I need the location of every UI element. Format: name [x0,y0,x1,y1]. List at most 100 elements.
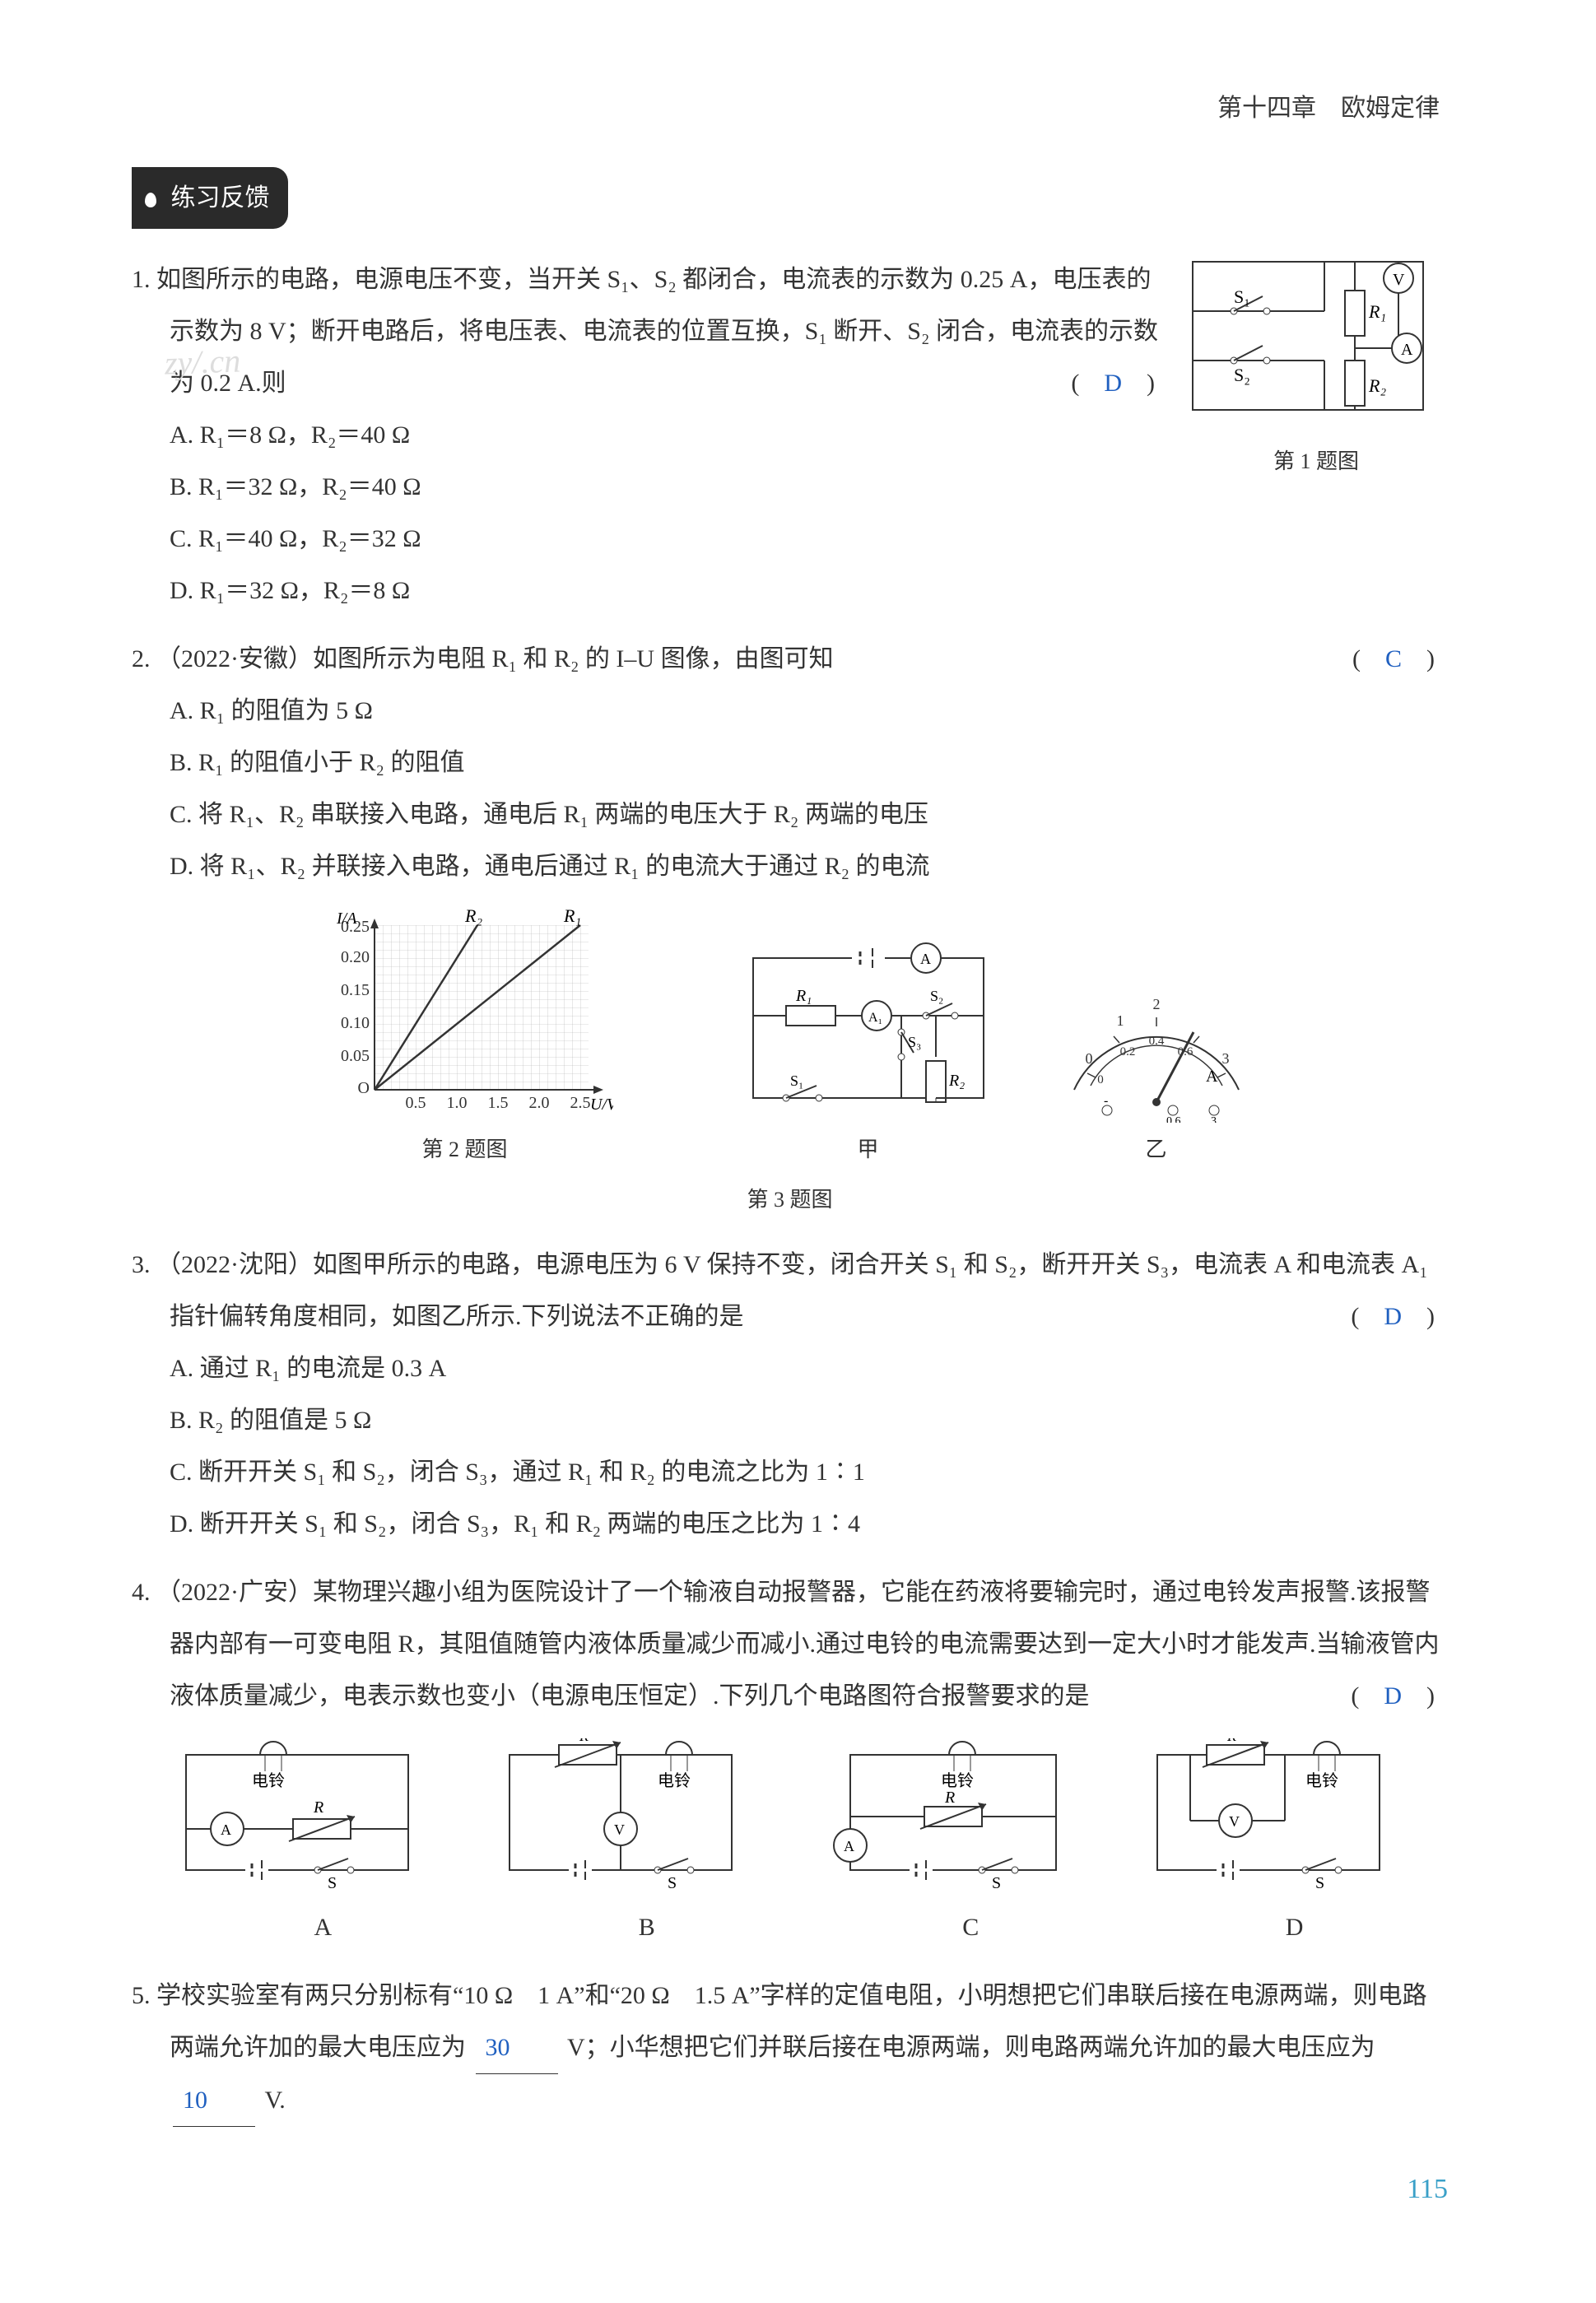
svg-text:R₁: R₁ [1368,301,1386,322]
q2-optD: D. 将 R₁、R₂ 并联接入电路，通电后通过 R₁ 的电流大于通过 R₂ 的电… [170,840,1448,892]
svg-text:电铃: 电铃 [1305,1771,1338,1790]
q1-answer-paren: ( D ) [1109,357,1160,409]
svg-text:A: A [844,1838,854,1854]
q2-optC: C. 将 R₁、R₂ 串联接入电路，通电后 R₁ 两端的电压大于 R₂ 两端的电… [170,789,1448,840]
svg-text:U/V: U/V [590,1096,613,1114]
svg-text:A: A [920,951,931,967]
q2-optA: A. R₁ 的阻值为 5 Ω [170,685,1448,737]
q4-stem: 4. （2022·广安）某物理兴趣小组为医院设计了一个输液自动报警器，它能在药液… [132,1566,1448,1722]
q1-text: 如图所示的电路，电源电压不变，当开关 S₁、S₂ 都闭合，电流表的示数为 0.2… [156,266,1158,397]
q2-answer: C [1385,645,1402,672]
q2-figure: O 0.05 0.10 0.15 0.20 0.25 0.5 1.0 1.5 2… [317,909,613,1173]
svg-text:3: 3 [1211,1115,1217,1123]
q3-sub-jia: 甲 [737,1128,1000,1173]
svg-text:A: A [1401,341,1413,359]
q4-opt-B: R 电铃 V S B [493,1738,800,1953]
svg-text:2.0: 2.0 [528,1094,549,1112]
q2-optB: B. R₁ 的阻值小于 R₂ 的阻值 [170,737,1448,789]
svg-text:0.4: 0.4 [1148,1035,1164,1048]
svg-text:0: 0 [1085,1050,1092,1067]
svg-text:电铃: 电铃 [252,1771,285,1790]
svg-text:I/A: I/A [336,910,357,928]
q3-optC: C. 断开开关 S₁ 和 S₂，闭合 S₃，通过 R₁ 和 R₂ 的电流之比为 … [170,1446,1448,1498]
q2-fig-caption: 第 2 题图 [317,1128,613,1173]
q4-labelB: B [493,1901,800,1953]
svg-text:S: S [1315,1874,1324,1892]
q3-answer-paren: ( D ) [1389,1291,1440,1342]
section-label: 练习反馈 [132,167,288,229]
svg-text:S: S [668,1874,677,1892]
svg-text:A: A [221,1821,231,1838]
svg-text:A: A [1206,1068,1218,1086]
q3-figure: A R₁ A₁ S₂ S₃ [737,942,1263,1173]
svg-text:2: 2 [1152,996,1160,1012]
svg-text:R: R [579,1738,589,1744]
svg-text:0.6: 0.6 [1166,1115,1181,1123]
q3-answer: D [1384,1303,1402,1330]
question-1: zy/.cn S₁ S₂ R₁ R₂ [132,254,1448,616]
svg-text:R: R [944,1789,955,1807]
question-3: 3. （2022·沈阳）如图甲所示的电路，电源电压为 6 V 保持不变，闭合开关… [132,1239,1448,1550]
q5-stem: 5. 学校实验室有两只分别标有“10 Ω 1 A”和“20 Ω 1.5 A”字样… [132,1970,1448,2127]
svg-text:S: S [992,1874,1001,1892]
svg-text:1.0: 1.0 [446,1094,467,1112]
svg-text:V: V [1393,271,1405,289]
q4-labelD: D [1141,1901,1448,1953]
svg-text:R: R [313,1798,323,1817]
chapter-header: 第十四章 欧姆定律 [132,82,1448,134]
q5-num: 5. [132,1982,151,2009]
svg-text:S₂: S₂ [930,988,943,1004]
q5-text-3: V. [265,2087,286,2114]
q3-optA: A. 通过 R₁ 的电流是 0.3 A [170,1342,1448,1394]
q5-blank-1: 30 [476,2022,558,2074]
svg-text:R₁: R₁ [795,987,812,1005]
svg-text:R₂: R₂ [1368,375,1386,396]
svg-text:电铃: 电铃 [941,1771,974,1790]
q3-sub-yi: 乙 [1049,1128,1263,1173]
q1-optD: D. R₁＝32 Ω，R₂＝8 Ω [170,565,1448,616]
svg-text:R₂: R₂ [948,1072,965,1090]
q5-text-2: V；小华想把它们并联后接在电源两端，则电路两端允许加的最大电压应为 [567,2034,1375,2061]
q2-num: 2. [132,645,151,672]
q4-options-row: 电铃 A R S A R [170,1738,1448,1953]
q4-opt-C: 电铃 R A S C [817,1738,1124,1953]
q4-opt-D: R 电铃 V S D [1141,1738,1448,1953]
svg-text:S₂: S₂ [1234,365,1250,385]
q5-blank-2: 10 [173,2074,255,2127]
svg-text:S₁: S₁ [1234,286,1250,307]
page-number: 115 [132,2160,1448,2218]
svg-text:S: S [328,1874,337,1892]
q1-fig-caption: 第 1 题图 [1184,440,1448,485]
svg-text:V: V [614,1821,625,1838]
q4-text: （2022·广安）某物理兴趣小组为医院设计了一个输液自动报警器，它能在药液将要输… [156,1579,1440,1710]
svg-text:0.2: 0.2 [1119,1045,1135,1058]
q4-answer: D [1384,1682,1402,1710]
q4-labelC: C [817,1901,1124,1953]
question-5: 5. 学校实验室有两只分别标有“10 Ω 1 A”和“20 Ω 1.5 A”字样… [132,1970,1448,2127]
svg-text:3: 3 [1221,1050,1229,1067]
q4-answer-paren: ( D ) [1389,1670,1440,1722]
question-4: 4. （2022·广安）某物理兴趣小组为医院设计了一个输液自动报警器，它能在药液… [132,1566,1448,1953]
q3-text: （2022·沈阳）如图甲所示的电路，电源电压为 6 V 保持不变，闭合开关 S₁… [156,1251,1428,1330]
q2-answer-paren: ( C ) [1390,633,1440,685]
svg-text:R: R [1226,1738,1236,1744]
svg-text:R₂: R₂ [464,909,482,926]
q2-text: （2022·安徽）如图所示为电阻 R₁ 和 R₂ 的 I–U 图像，由图可知 [156,645,834,672]
q4-opt-A: 电铃 A R S A [170,1738,477,1953]
svg-text:1.5: 1.5 [487,1094,508,1112]
q2-q3-figure-row: O 0.05 0.10 0.15 0.20 0.25 0.5 1.0 1.5 2… [132,909,1448,1173]
q3-num: 3. [132,1251,151,1278]
q2-stem: 2. （2022·安徽）如图所示为电阻 R₁ 和 R₂ 的 I–U 图像，由图可… [132,633,1448,685]
q3-stem: 3. （2022·沈阳）如图甲所示的电路，电源电压为 6 V 保持不变，闭合开关… [132,1239,1448,1342]
svg-text:0.10: 0.10 [341,1014,370,1032]
q1-figure: S₁ S₂ R₁ R₂ V A 第 1 题图 [1184,254,1448,485]
svg-text:S₁: S₁ [790,1072,803,1089]
section-label-text: 练习反馈 [171,184,270,212]
svg-text:V: V [1229,1813,1240,1830]
svg-text:S₃: S₃ [908,1034,921,1050]
q1-num: 1. [132,266,151,293]
q3-optB: B. R₂ 的阻值是 5 Ω [170,1394,1448,1446]
q4-labelA: A [170,1901,477,1953]
svg-text:0: 0 [1097,1073,1104,1086]
svg-text:1: 1 [1116,1012,1124,1029]
